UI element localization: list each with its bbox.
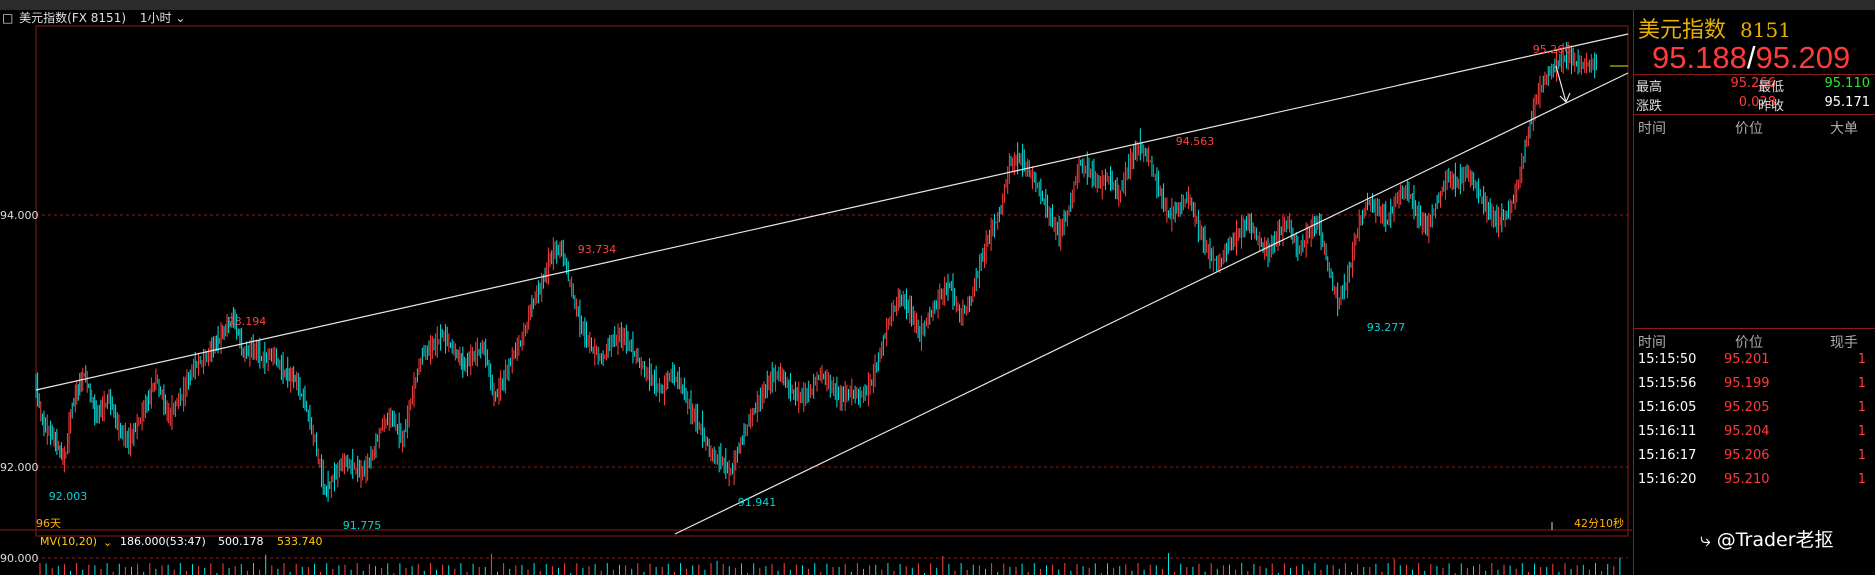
price-separator: /: [1746, 40, 1756, 75]
tick-qty: 1: [1857, 448, 1866, 463]
period-label: 1小时: [139, 11, 172, 25]
tick-price: 95.210: [1724, 472, 1770, 487]
panel-square-icon[interactable]: □: [2, 11, 14, 25]
price-chart[interactable]: 94.000 92.000 90.000 92.003 93.194 91.775 93.7…: [0, 0, 1632, 575]
big-order-header-price: 价位: [1735, 121, 1763, 137]
high-value: 95.266: [1730, 76, 1777, 91]
big-order-header-volume: 大单: [1830, 121, 1858, 137]
tick-time: 15:16:20: [1638, 472, 1697, 487]
chevron-down-icon: ⌄: [103, 536, 112, 549]
watermark-text: @Trader老抠: [1716, 529, 1834, 551]
chart-frame: [35, 25, 1629, 537]
trough-label: 92.003: [49, 490, 88, 503]
instrument-name: 美元指数: [1638, 18, 1727, 43]
title-bar: [0, 0, 1875, 10]
indicator-value-3: 533.740: [277, 535, 323, 548]
prev-close-value: 95.171: [1824, 95, 1871, 110]
tick-price: 95.199: [1724, 376, 1770, 391]
indicator-value-1: 186.000(53:47): [120, 535, 206, 548]
share-icon: ⤷: [1700, 529, 1711, 551]
tick-price: 95.206: [1724, 448, 1770, 463]
trough-label: 93.277: [1367, 321, 1406, 334]
bid-ask-price: 95.188/95.209: [1652, 40, 1850, 76]
tick-header-volume: 现手: [1830, 335, 1858, 351]
instrument-code: 8151: [1740, 18, 1791, 42]
tick-header-time: 时间: [1638, 335, 1666, 351]
divider: [1634, 114, 1875, 115]
divider: [1634, 74, 1875, 75]
big-order-header-time: 时间: [1638, 121, 1666, 137]
peak-label: 93.734: [578, 243, 617, 256]
low-label: 最低: [1758, 80, 1785, 95]
countdown-label: 42分10秒: [1574, 516, 1624, 530]
y-tick-label: 92.000: [0, 461, 39, 474]
watermark: ⤷ @Trader老抠: [1700, 525, 1834, 552]
tick-row: 15:15:56 95.199 1: [1634, 372, 1875, 396]
tick-time: 15:16:05: [1638, 400, 1697, 415]
chevron-down-icon: ⌄: [175, 11, 186, 25]
tick-time: 15:15:50: [1638, 352, 1697, 367]
period-selector[interactable]: 1小时 ⌄: [140, 10, 186, 26]
y-tick-label: 90.000: [0, 552, 39, 565]
low-value: 95.110: [1824, 76, 1871, 91]
trough-label: 91.941: [738, 496, 777, 509]
y-tick-label: 94.000: [0, 209, 39, 222]
quote-title: 美元指数 8151: [1638, 12, 1791, 44]
tick-time: 15:15:56: [1638, 376, 1697, 391]
ask-price: 95.209: [1755, 40, 1851, 75]
tick-price: 95.201: [1724, 352, 1770, 367]
tick-qty: 1: [1857, 472, 1866, 487]
tick-time: 15:16:11: [1638, 424, 1697, 439]
change-value: 0.028: [1738, 95, 1776, 110]
high-label: 最高: [1636, 80, 1663, 95]
chart-toolbar: □ 美元指数(FX 8151) 1小时 ⌄: [0, 10, 1630, 26]
prev-close-label: 昨收: [1758, 99, 1785, 114]
indicator-name: MV(10,20): [40, 535, 97, 548]
tick-qty: 1: [1857, 400, 1866, 415]
tick-time: 15:16:17: [1638, 448, 1697, 463]
tick-row: 15:15:50 95.201 1: [1634, 348, 1875, 372]
peak-label: 95.266: [1533, 43, 1572, 56]
lower-trendline: [674, 72, 1629, 535]
change-label: 涨跌: [1636, 99, 1663, 114]
tick-price: 95.204: [1724, 424, 1770, 439]
tick-price: 95.205: [1724, 400, 1770, 415]
tick-row: 15:16:20 95.210 1: [1634, 468, 1875, 492]
tick-row: 15:16:05 95.205 1: [1634, 396, 1875, 420]
tick-row: 15:16:17 95.206 1: [1634, 444, 1875, 468]
tick-row: 15:16:11 95.204 1: [1634, 420, 1875, 444]
upper-trendline: [35, 33, 1629, 391]
bid-price: 95.188: [1652, 40, 1747, 75]
instrument-label: 美元指数(FX 8151): [19, 11, 127, 25]
tick-qty: 1: [1857, 352, 1866, 367]
peak-label: 93.194: [228, 315, 267, 328]
bar-count-label: 96天: [36, 517, 61, 530]
trough-label: 91.775: [343, 519, 382, 532]
divider: [1634, 328, 1875, 329]
quote-panel: 美元指数 8151 95.188/95.209 最高 95.266 最低 95.1…: [1633, 10, 1875, 575]
indicator-value-2: 500.178: [218, 535, 264, 548]
tick-qty: 1: [1857, 424, 1866, 439]
peak-label: 94.563: [1176, 135, 1215, 148]
tick-qty: 1: [1857, 376, 1866, 391]
arrow-annotation: [1555, 65, 1571, 104]
tick-header-price: 价位: [1735, 335, 1763, 351]
